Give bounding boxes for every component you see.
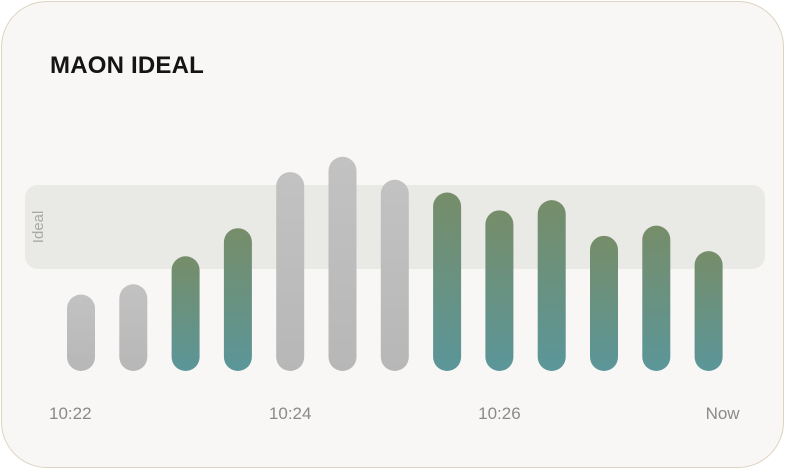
chart-bar [642,225,671,371]
x-tick-label: 10:24 [269,404,312,423]
chart-bar [171,256,200,371]
chart-bar [590,235,618,371]
ideal-band-label: Ideal [30,211,47,244]
chart-bar [694,251,723,371]
x-tick-label: Now [706,404,741,423]
x-tick-label: 10:26 [478,404,521,423]
chart-bar [328,156,357,371]
chart-bar [223,228,252,371]
chart-bar [67,294,95,371]
chart-bar [485,210,514,371]
chart-bar [433,192,462,371]
chart-bar [380,179,409,371]
chart-bar [119,284,148,371]
chart-bar [276,172,305,371]
card-title: MAON IDEAL [50,52,204,79]
chart-bar [537,200,566,371]
x-tick-label: 10:22 [49,404,92,423]
